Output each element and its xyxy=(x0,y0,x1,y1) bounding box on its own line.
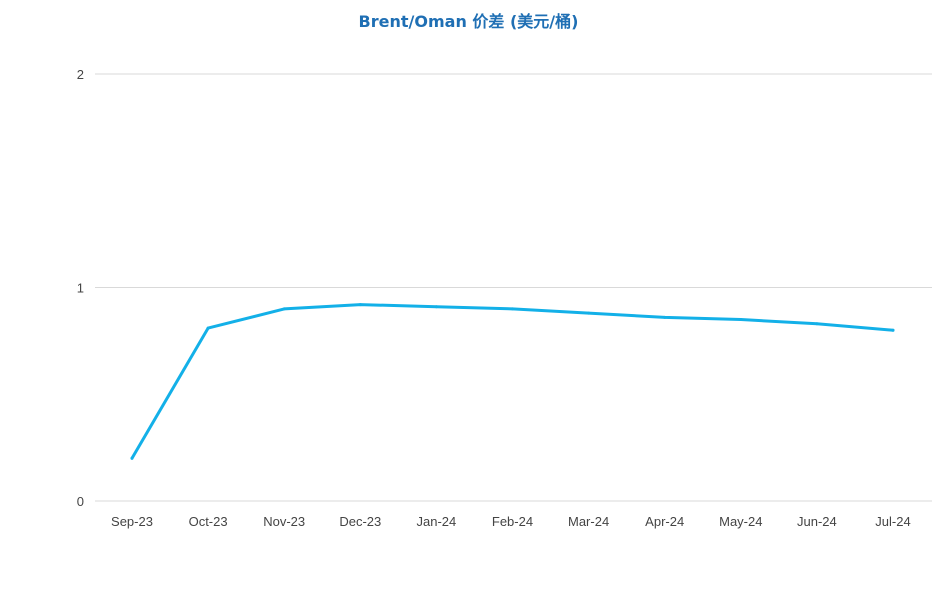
y-tick-label: 1 xyxy=(77,281,84,296)
y-tick-label: 2 xyxy=(77,67,84,82)
x-tick-label: Apr-24 xyxy=(645,514,684,529)
x-tick-label: Dec-23 xyxy=(339,514,381,529)
x-tick-label: Feb-24 xyxy=(492,514,533,529)
chart-title: Brent/Oman 价差 (美元/桶) xyxy=(358,12,579,31)
gridlines xyxy=(95,73,932,502)
y-tick-label: 0 xyxy=(77,494,84,509)
series-layer xyxy=(130,303,895,460)
x-tick-label: Oct-23 xyxy=(189,514,228,529)
data-point xyxy=(282,307,286,311)
data-point xyxy=(206,326,210,330)
data-point xyxy=(815,322,819,326)
data-point xyxy=(891,328,895,332)
data-point xyxy=(358,303,362,307)
x-tick-label: Nov-23 xyxy=(263,514,305,529)
x-tick-label: Jul-24 xyxy=(875,514,910,529)
x-axis-tick-labels: Sep-23 Oct-23 Nov-23 Dec-23 Jan-24 Feb-24 Mar-… xyxy=(111,514,911,529)
data-point xyxy=(739,318,743,322)
data-point xyxy=(511,307,514,311)
y-axis-tick-labels: 0 1 2 xyxy=(77,67,84,509)
data-point xyxy=(587,311,591,315)
series-line-0 xyxy=(130,303,895,460)
x-tick-label: Mar-24 xyxy=(568,514,609,529)
x-tick-label: May-24 xyxy=(719,514,762,529)
data-point xyxy=(663,315,667,319)
x-tick-label: Jun-24 xyxy=(797,514,837,529)
x-tick-label: Sep-23 xyxy=(111,514,153,529)
x-tick-label: Jan-24 xyxy=(417,514,457,529)
data-point xyxy=(130,456,134,460)
data-point xyxy=(434,305,438,309)
